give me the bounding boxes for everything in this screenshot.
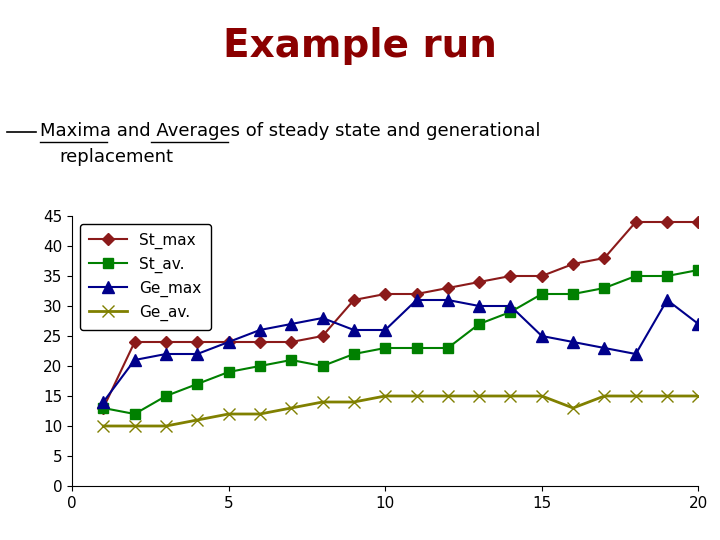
Ge_max — [537, 333, 546, 339]
Text: Example run: Example run — [223, 27, 497, 65]
Ge_max — [663, 297, 672, 303]
Ge_max — [631, 351, 640, 357]
St_max — [537, 273, 546, 279]
Line: Ge_max: Ge_max — [98, 294, 704, 408]
St_max — [506, 273, 515, 279]
Ge_max — [350, 327, 359, 333]
Ge_av. — [381, 393, 390, 399]
Ge_av. — [663, 393, 672, 399]
St_av. — [350, 351, 359, 357]
Line: St_max: St_max — [99, 218, 703, 412]
Ge_av. — [225, 411, 233, 417]
Ge_av. — [130, 423, 139, 429]
St_av. — [287, 357, 296, 363]
Ge_max — [475, 303, 484, 309]
Ge_max — [506, 303, 515, 309]
Ge_max — [318, 315, 327, 321]
St_max — [444, 285, 452, 291]
St_av. — [99, 405, 108, 411]
Ge_max — [161, 351, 171, 357]
St_av. — [225, 369, 233, 375]
Legend: St_max, St_av., Ge_max, Ge_av.: St_max, St_av., Ge_max, Ge_av. — [80, 224, 211, 330]
St_max — [256, 339, 264, 345]
Ge_av. — [694, 393, 703, 399]
St_max — [412, 291, 420, 297]
Ge_max — [600, 345, 609, 351]
Ge_av. — [537, 393, 546, 399]
St_av. — [161, 393, 171, 399]
St_av. — [193, 381, 202, 387]
Ge_av. — [631, 393, 640, 399]
Ge_max — [569, 339, 577, 345]
St_av. — [256, 363, 264, 369]
Ge_av. — [287, 405, 296, 411]
Ge_max — [99, 399, 108, 405]
Ge_av. — [412, 393, 420, 399]
St_max — [318, 333, 327, 339]
Ge_av. — [161, 423, 171, 429]
St_av. — [537, 291, 546, 297]
St_av. — [318, 363, 327, 369]
Ge_av. — [99, 423, 108, 429]
Ge_max — [444, 297, 452, 303]
Line: Ge_av.: Ge_av. — [98, 390, 704, 431]
St_av. — [663, 273, 672, 279]
Ge_av. — [475, 393, 484, 399]
Ge_max — [130, 357, 139, 363]
St_max — [130, 339, 139, 345]
St_max — [287, 339, 296, 345]
St_av. — [444, 345, 452, 351]
St_av. — [130, 411, 139, 417]
St_av. — [412, 345, 420, 351]
St_max — [193, 339, 202, 345]
Ge_av. — [193, 417, 202, 423]
St_av. — [475, 321, 484, 327]
St_max — [381, 291, 390, 297]
St_av. — [600, 285, 609, 291]
St_av. — [694, 267, 703, 273]
Ge_av. — [318, 399, 327, 405]
St_max — [475, 279, 484, 285]
St_max — [225, 339, 233, 345]
Ge_max — [225, 339, 233, 345]
Ge_max — [287, 321, 296, 327]
St_max — [161, 339, 171, 345]
Ge_max — [694, 321, 703, 327]
Text: Maxima and Averages of steady state and generational: Maxima and Averages of steady state and … — [40, 122, 540, 139]
St_max — [350, 297, 359, 303]
St_av. — [506, 309, 515, 315]
Ge_av. — [506, 393, 515, 399]
St_max — [663, 219, 672, 225]
Ge_max — [256, 327, 264, 333]
St_max — [569, 261, 577, 267]
Ge_max — [412, 297, 420, 303]
St_av. — [631, 273, 640, 279]
St_max — [631, 219, 640, 225]
Ge_max — [193, 351, 202, 357]
Text: replacement: replacement — [59, 148, 173, 166]
Ge_av. — [569, 405, 577, 411]
Line: St_av.: St_av. — [99, 265, 703, 419]
Ge_av. — [256, 411, 264, 417]
St_max — [600, 255, 609, 261]
St_max — [694, 219, 703, 225]
Ge_av. — [444, 393, 452, 399]
St_av. — [381, 345, 390, 351]
Ge_max — [381, 327, 390, 333]
St_av. — [569, 291, 577, 297]
St_max — [99, 405, 108, 411]
Ge_av. — [350, 399, 359, 405]
Ge_av. — [600, 393, 609, 399]
